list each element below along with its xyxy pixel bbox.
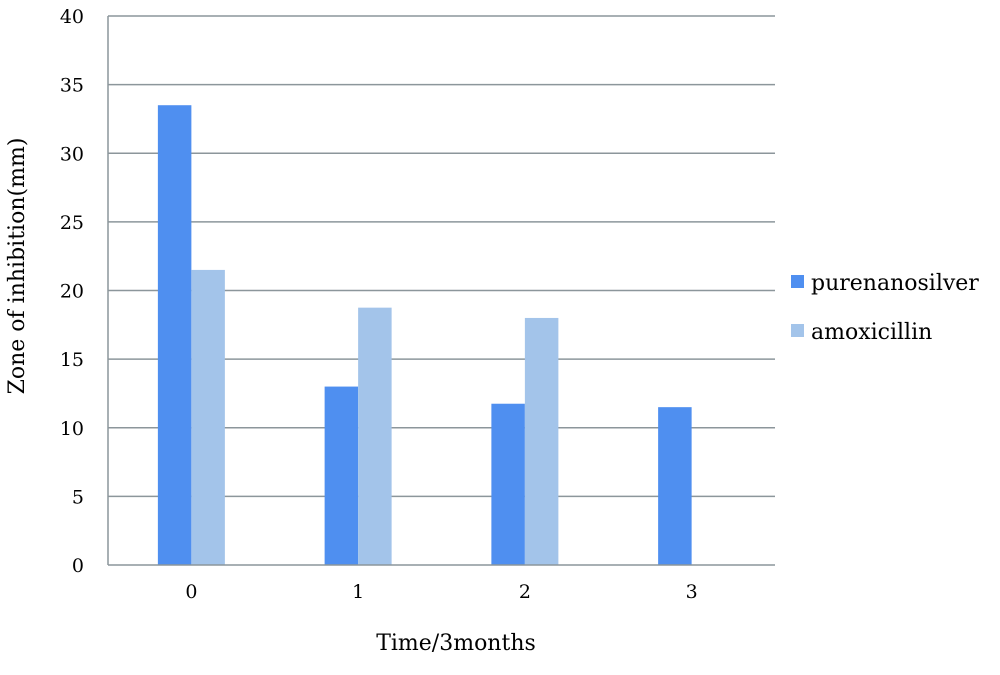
bar-amoxicillin-1: [358, 307, 392, 565]
y-axis-title: Zone of inhibition(mm): [5, 138, 30, 395]
x-tick-label: 1: [352, 581, 364, 603]
y-tick-label: 30: [60, 143, 84, 165]
y-tick-label: 35: [60, 75, 84, 97]
legend: purenanosilver amoxicillin: [791, 271, 979, 345]
axes: [107, 16, 775, 566]
legend-label-amoxicillin: amoxicillin: [811, 320, 932, 345]
legend-label-purenanosilver: purenanosilver: [811, 271, 979, 296]
x-tick-label: 2: [519, 581, 531, 603]
bar-amoxicillin-0: [191, 269, 225, 565]
bar-purenanosilver-1: [324, 386, 359, 565]
y-tick-label: 25: [60, 212, 84, 234]
legend-swatch-purenanosilver: [791, 275, 804, 288]
bar-purenanosilver-2: [491, 403, 525, 565]
y-tick-label: 10: [60, 418, 84, 440]
y-tick-label: 15: [60, 349, 84, 371]
y-tick-label: 20: [60, 281, 84, 303]
bar-purenanosilver-3: [658, 407, 692, 565]
y-tick-label: 5: [72, 486, 84, 508]
y-tick-label: 0: [72, 555, 84, 577]
bar-purenanosilver-0: [157, 105, 192, 566]
bar-amoxicillin-2: [524, 317, 559, 565]
x-tick-label: 0: [185, 581, 197, 603]
x-tick-label: 3: [686, 581, 698, 603]
x-axis-title: Time/3months: [376, 631, 536, 656]
y-tick-labels: 0 5 10 15 20 25 30 35 40: [60, 6, 84, 577]
legend-swatch-amoxicillin: [791, 324, 804, 337]
y-tick-label: 40: [60, 6, 84, 28]
x-tick-labels: 0 1 2 3: [185, 581, 697, 603]
bars: [157, 105, 692, 566]
